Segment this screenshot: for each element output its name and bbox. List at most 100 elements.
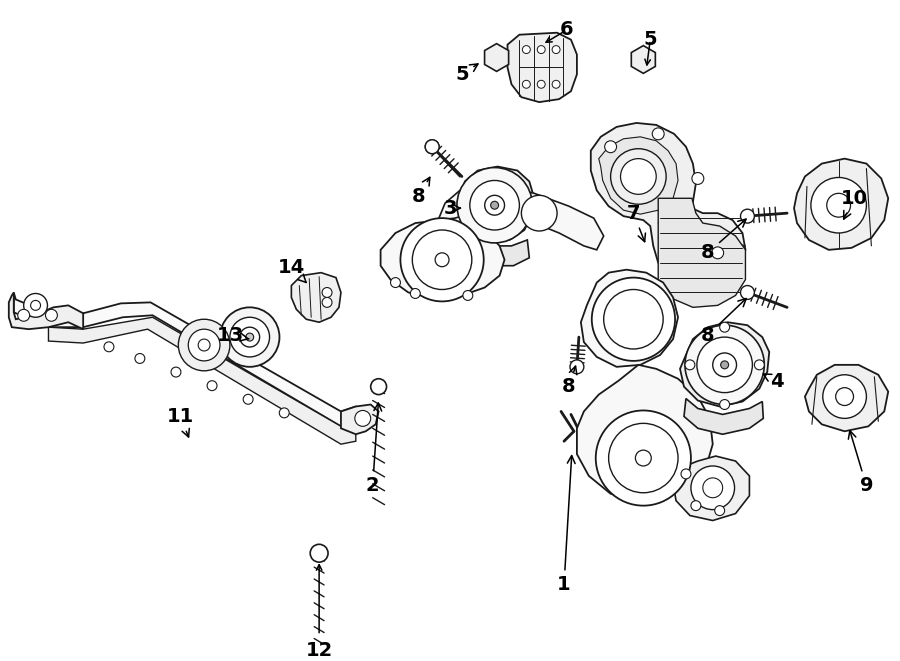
Circle shape bbox=[46, 309, 58, 321]
Circle shape bbox=[537, 80, 545, 88]
Polygon shape bbox=[14, 292, 371, 431]
Circle shape bbox=[537, 46, 545, 54]
Circle shape bbox=[691, 466, 734, 510]
Text: 14: 14 bbox=[278, 258, 306, 282]
Circle shape bbox=[552, 80, 560, 88]
Circle shape bbox=[400, 218, 483, 301]
Text: 5: 5 bbox=[455, 64, 478, 84]
Circle shape bbox=[178, 319, 230, 371]
Text: 10: 10 bbox=[841, 189, 868, 219]
Circle shape bbox=[720, 322, 730, 332]
Polygon shape bbox=[460, 167, 535, 243]
Circle shape bbox=[685, 325, 764, 405]
Circle shape bbox=[355, 410, 371, 426]
Circle shape bbox=[608, 423, 678, 492]
Circle shape bbox=[521, 195, 557, 231]
Polygon shape bbox=[805, 365, 888, 431]
Text: 6: 6 bbox=[560, 20, 574, 39]
Circle shape bbox=[491, 201, 499, 209]
Circle shape bbox=[712, 247, 724, 258]
Circle shape bbox=[322, 297, 332, 307]
Polygon shape bbox=[680, 322, 770, 407]
Circle shape bbox=[635, 450, 652, 466]
Circle shape bbox=[371, 379, 386, 395]
Circle shape bbox=[604, 290, 663, 349]
Circle shape bbox=[823, 375, 867, 418]
Circle shape bbox=[620, 159, 656, 194]
Circle shape bbox=[485, 195, 505, 215]
Circle shape bbox=[713, 353, 736, 377]
Circle shape bbox=[681, 469, 691, 479]
Circle shape bbox=[239, 327, 259, 347]
Polygon shape bbox=[292, 272, 341, 322]
Circle shape bbox=[605, 141, 617, 153]
Circle shape bbox=[322, 288, 332, 297]
Circle shape bbox=[410, 288, 420, 298]
Circle shape bbox=[522, 46, 530, 54]
Circle shape bbox=[522, 80, 530, 88]
Circle shape bbox=[685, 360, 695, 369]
Circle shape bbox=[754, 360, 764, 369]
Circle shape bbox=[220, 307, 280, 367]
Polygon shape bbox=[438, 186, 604, 250]
Polygon shape bbox=[580, 270, 678, 367]
Circle shape bbox=[198, 339, 210, 351]
Circle shape bbox=[412, 230, 472, 290]
Circle shape bbox=[310, 544, 328, 562]
Circle shape bbox=[243, 395, 253, 405]
Text: 13: 13 bbox=[216, 326, 249, 344]
Polygon shape bbox=[577, 365, 713, 500]
Text: 2: 2 bbox=[366, 403, 382, 495]
Text: 8: 8 bbox=[411, 177, 430, 206]
Circle shape bbox=[135, 354, 145, 364]
Text: 4: 4 bbox=[763, 372, 784, 391]
Polygon shape bbox=[590, 123, 745, 286]
Circle shape bbox=[741, 209, 754, 223]
Circle shape bbox=[171, 367, 181, 377]
Polygon shape bbox=[673, 456, 750, 520]
Circle shape bbox=[104, 342, 114, 352]
Circle shape bbox=[425, 139, 439, 153]
Circle shape bbox=[470, 180, 519, 230]
Circle shape bbox=[596, 410, 691, 506]
Circle shape bbox=[23, 293, 48, 317]
Text: 8: 8 bbox=[562, 366, 577, 396]
Circle shape bbox=[230, 317, 270, 357]
Circle shape bbox=[457, 167, 532, 243]
Circle shape bbox=[635, 51, 652, 68]
Circle shape bbox=[692, 173, 704, 184]
Circle shape bbox=[703, 478, 723, 498]
Circle shape bbox=[652, 128, 664, 139]
Polygon shape bbox=[381, 220, 505, 297]
Polygon shape bbox=[598, 137, 678, 214]
Circle shape bbox=[592, 278, 675, 361]
Circle shape bbox=[715, 506, 724, 516]
Circle shape bbox=[697, 337, 752, 393]
Circle shape bbox=[827, 193, 850, 217]
Text: 8: 8 bbox=[701, 299, 746, 344]
Text: 12: 12 bbox=[305, 641, 333, 660]
Text: 5: 5 bbox=[644, 30, 657, 49]
Circle shape bbox=[691, 500, 701, 510]
Circle shape bbox=[463, 290, 473, 300]
Polygon shape bbox=[684, 399, 763, 434]
Polygon shape bbox=[341, 405, 379, 434]
Circle shape bbox=[570, 360, 584, 373]
Text: 8: 8 bbox=[701, 219, 746, 262]
Polygon shape bbox=[49, 317, 356, 444]
Text: 7: 7 bbox=[626, 204, 645, 242]
Circle shape bbox=[425, 139, 439, 153]
Circle shape bbox=[489, 49, 505, 66]
Circle shape bbox=[31, 300, 40, 310]
Polygon shape bbox=[508, 32, 577, 102]
Polygon shape bbox=[9, 292, 83, 329]
Text: 11: 11 bbox=[166, 407, 194, 437]
Circle shape bbox=[610, 149, 666, 204]
Circle shape bbox=[811, 177, 867, 233]
Circle shape bbox=[246, 333, 254, 341]
Polygon shape bbox=[794, 159, 888, 250]
Circle shape bbox=[207, 381, 217, 391]
Circle shape bbox=[721, 361, 729, 369]
Circle shape bbox=[720, 399, 730, 409]
Circle shape bbox=[279, 408, 289, 418]
